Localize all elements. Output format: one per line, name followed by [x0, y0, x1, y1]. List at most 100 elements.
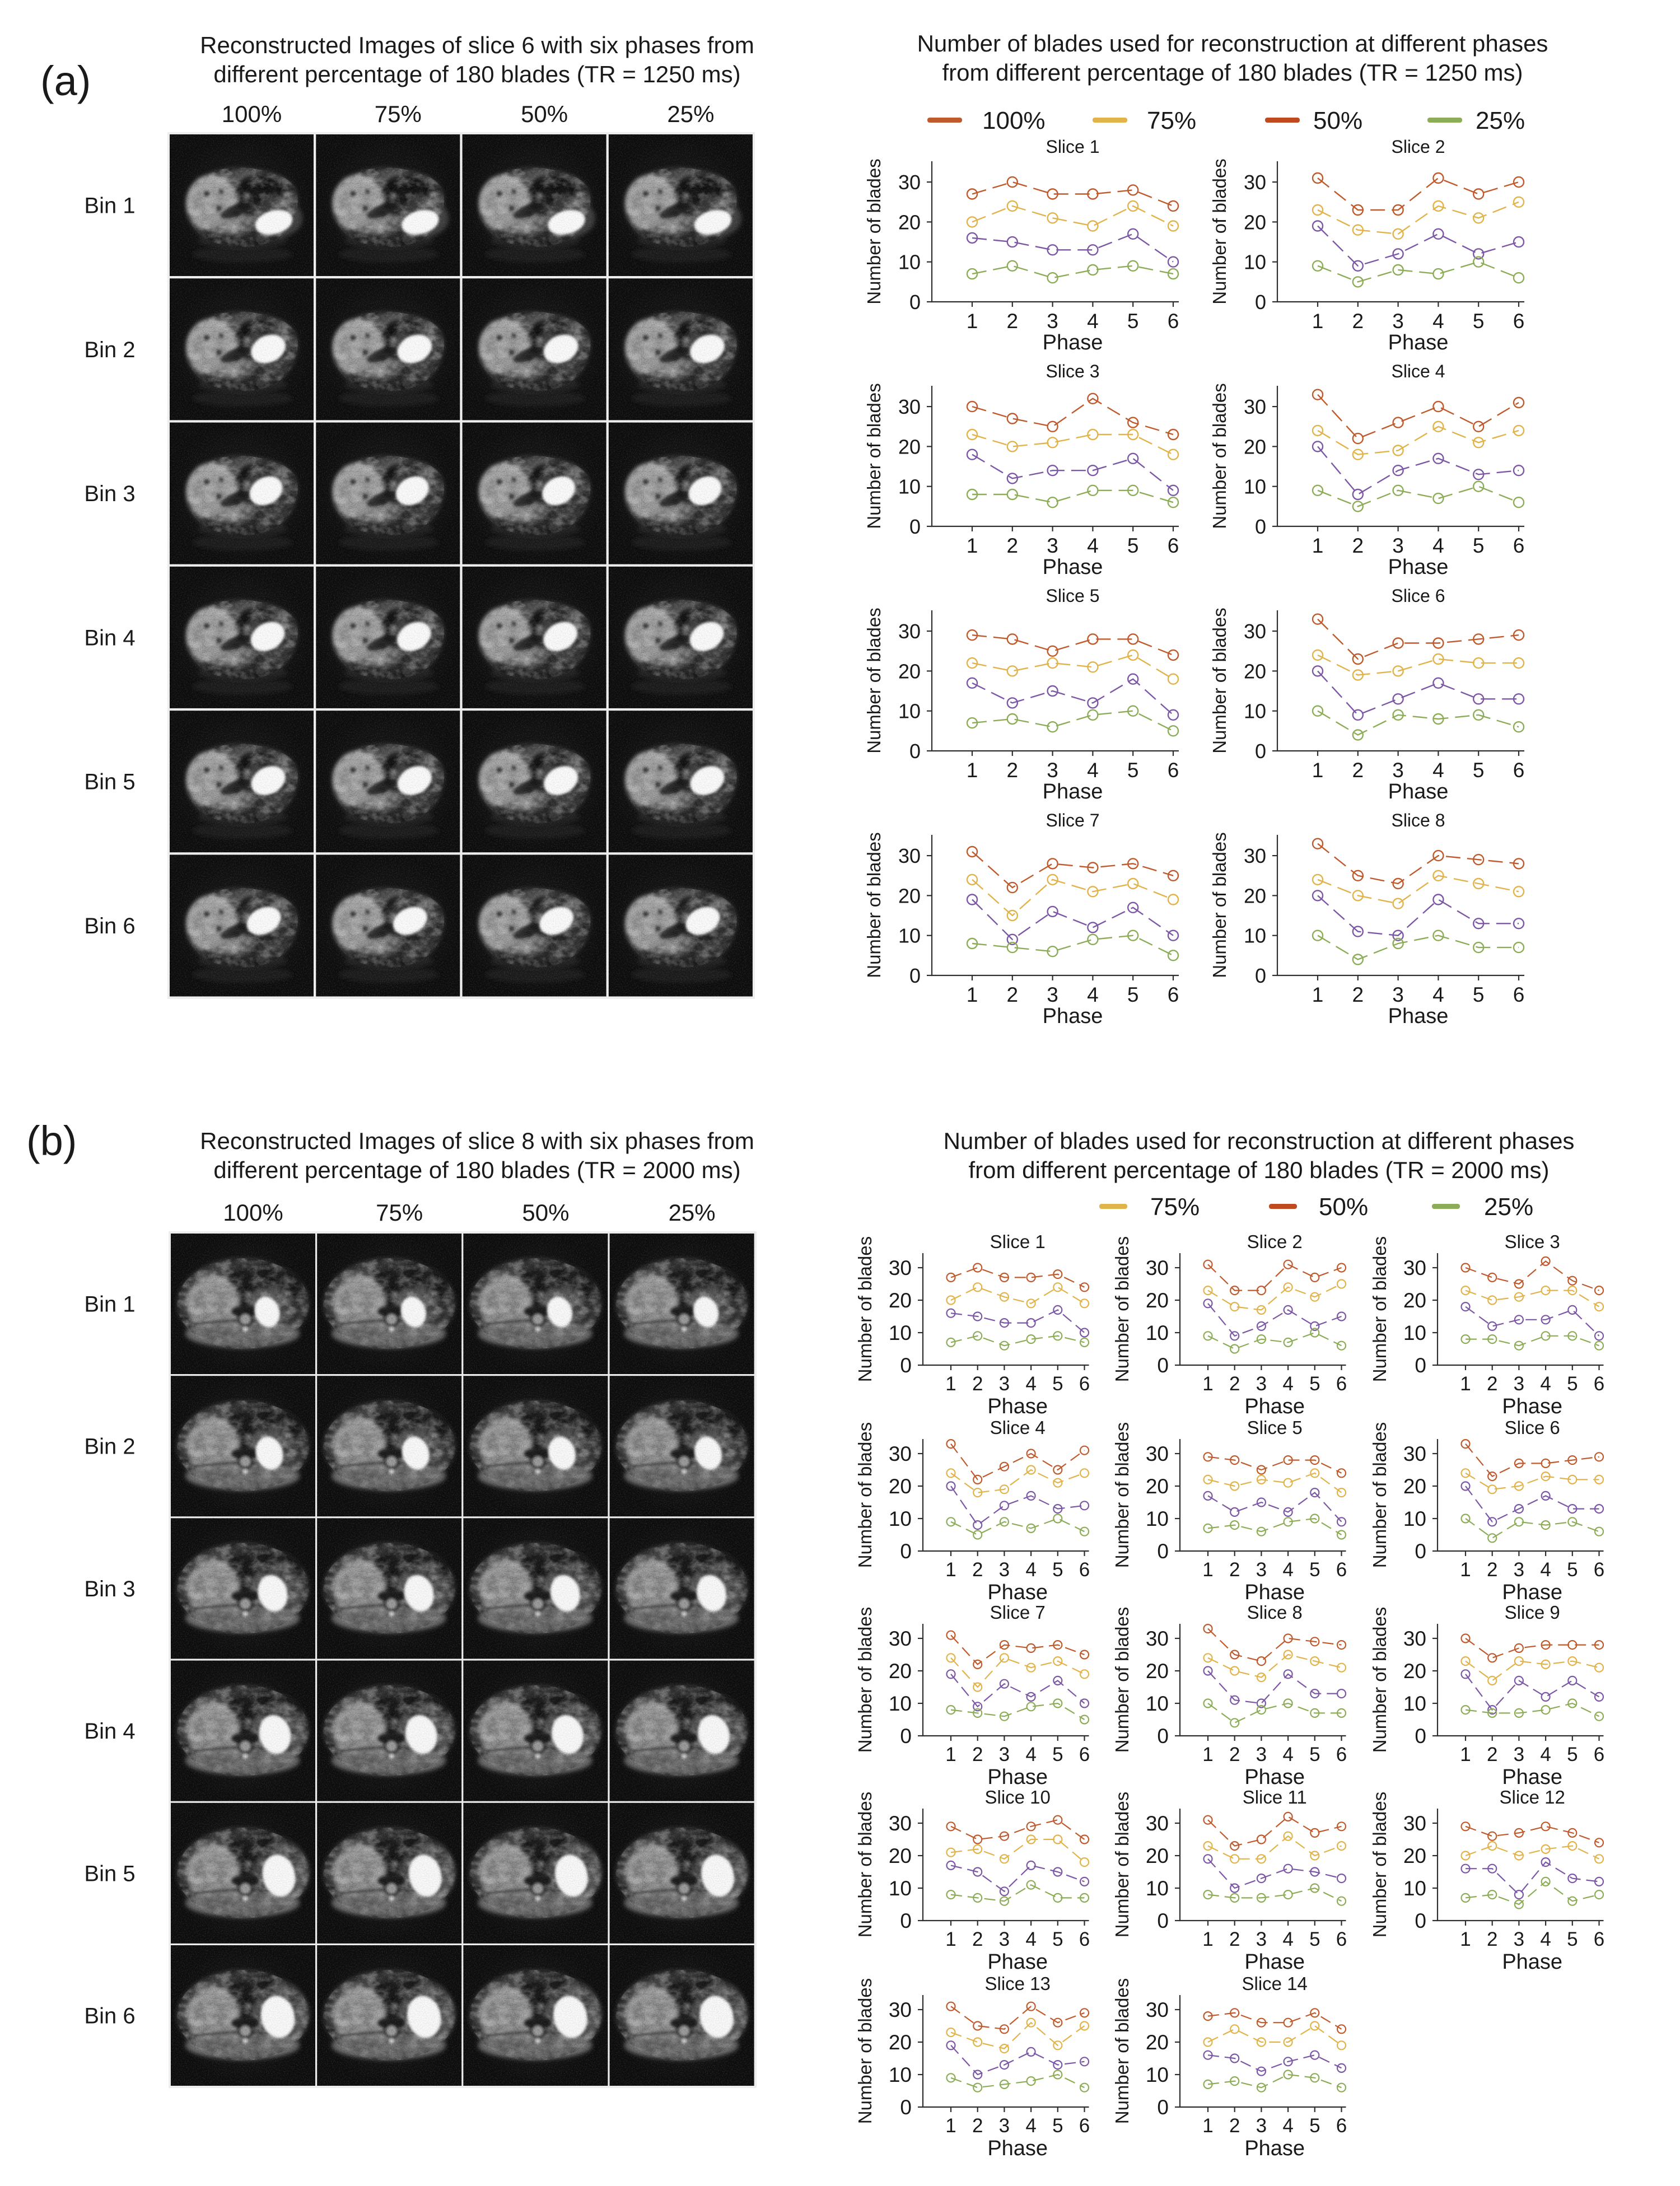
svg-text:6: 6	[1336, 1744, 1347, 1765]
svg-text:4: 4	[1282, 1744, 1293, 1765]
svg-text:1: 1	[1460, 1559, 1471, 1581]
svg-text:6: 6	[1079, 1559, 1090, 1581]
svg-text:10: 10	[898, 475, 921, 498]
svg-text:Phase: Phase	[987, 1765, 1048, 1789]
svg-text:2: 2	[1007, 310, 1019, 333]
svg-text:5: 5	[1567, 1928, 1578, 1950]
svg-text:from different percentage of 1: from different percentage of 180 blades …	[969, 1157, 1550, 1183]
svg-text:Slice 5: Slice 5	[1247, 1417, 1303, 1438]
svg-text:3: 3	[1256, 1744, 1267, 1765]
svg-text:Bin 2: Bin 2	[84, 338, 135, 362]
svg-text:2: 2	[972, 1744, 983, 1765]
svg-text:30: 30	[1146, 1627, 1169, 1650]
svg-text:5: 5	[1473, 983, 1485, 1006]
svg-text:(a): (a)	[40, 58, 91, 104]
svg-text:Reconstructed Images of slice: Reconstructed Images of slice 6 with six…	[200, 32, 754, 58]
svg-text:30: 30	[898, 171, 921, 194]
svg-text:6: 6	[1168, 983, 1179, 1006]
svg-text:20: 20	[1244, 435, 1266, 458]
svg-text:3: 3	[1047, 534, 1058, 557]
svg-text:Phase: Phase	[987, 1950, 1048, 1974]
svg-text:Number of blades: Number of blades	[1112, 1792, 1132, 1937]
svg-text:30: 30	[889, 1442, 912, 1465]
svg-text:50%: 50%	[1313, 107, 1362, 134]
svg-text:0: 0	[1157, 1909, 1169, 1932]
svg-text:Number of blades: Number of blades	[864, 158, 884, 304]
svg-text:1: 1	[945, 1928, 956, 1950]
svg-text:30: 30	[1403, 1627, 1426, 1650]
svg-text:75%: 75%	[375, 101, 422, 127]
svg-text:10: 10	[1244, 475, 1266, 498]
svg-text:6: 6	[1594, 1373, 1604, 1395]
svg-text:Slice 12: Slice 12	[1499, 1787, 1565, 1807]
svg-text:Number of blades: Number of blades	[855, 1792, 875, 1937]
svg-text:1: 1	[1202, 2115, 1213, 2137]
svg-text:Phase: Phase	[1388, 331, 1449, 354]
svg-text:2: 2	[1007, 983, 1019, 1006]
svg-text:4: 4	[1025, 1559, 1036, 1581]
svg-text:3: 3	[999, 2115, 1010, 2137]
svg-text:5: 5	[1309, 1373, 1320, 1395]
svg-text:4: 4	[1540, 1744, 1551, 1765]
svg-text:0: 0	[900, 1354, 912, 1377]
svg-text:Slice 7: Slice 7	[990, 1602, 1046, 1623]
svg-text:1: 1	[1312, 983, 1324, 1006]
svg-text:75%: 75%	[1150, 1193, 1200, 1221]
svg-text:Slice 3: Slice 3	[1046, 361, 1099, 381]
svg-text:30: 30	[889, 1812, 912, 1835]
svg-text:30: 30	[1403, 1442, 1426, 1465]
svg-text:25%: 25%	[669, 1199, 716, 1226]
svg-text:10: 10	[1146, 1321, 1169, 1344]
svg-text:30: 30	[1146, 1998, 1169, 2021]
svg-text:6: 6	[1079, 1744, 1090, 1765]
svg-text:2: 2	[1007, 759, 1019, 782]
svg-text:6: 6	[1079, 2115, 1090, 2137]
svg-text:2: 2	[972, 1559, 983, 1581]
svg-text:3: 3	[1256, 1559, 1267, 1581]
svg-text:6: 6	[1594, 1744, 1604, 1765]
svg-text:Slice 3: Slice 3	[1505, 1231, 1560, 1252]
svg-text:Slice 1: Slice 1	[1046, 137, 1099, 157]
svg-text:1: 1	[1312, 759, 1324, 782]
svg-text:Number of blades: Number of blades	[855, 1978, 875, 2124]
svg-text:0: 0	[1255, 515, 1266, 538]
svg-text:4: 4	[1025, 1373, 1036, 1395]
svg-text:6: 6	[1168, 534, 1179, 557]
svg-text:0: 0	[1255, 291, 1266, 314]
svg-text:Number of blades: Number of blades	[1112, 1236, 1132, 1382]
svg-text:50%: 50%	[521, 101, 568, 127]
svg-text:1: 1	[1312, 534, 1324, 557]
svg-text:Bin 3: Bin 3	[84, 482, 135, 506]
svg-text:0: 0	[909, 515, 921, 538]
svg-text:Phase: Phase	[1388, 555, 1449, 579]
svg-text:10: 10	[1146, 1877, 1169, 1900]
svg-text:0: 0	[1255, 740, 1266, 763]
svg-text:0: 0	[1415, 1909, 1426, 1932]
svg-text:1: 1	[1460, 1373, 1471, 1395]
svg-text:75%: 75%	[376, 1199, 423, 1226]
svg-text:Phase: Phase	[1502, 1765, 1562, 1789]
svg-text:4: 4	[1432, 759, 1444, 782]
svg-text:30: 30	[1403, 1812, 1426, 1835]
svg-text:30: 30	[898, 395, 921, 418]
svg-text:5: 5	[1127, 983, 1139, 1006]
svg-text:4: 4	[1025, 2115, 1036, 2137]
svg-text:4: 4	[1087, 759, 1099, 782]
svg-text:Number of blades: Number of blades	[855, 1607, 875, 1753]
svg-text:Number of blades: Number of blades	[1209, 608, 1230, 753]
svg-text:6: 6	[1513, 759, 1525, 782]
svg-text:Bin 4: Bin 4	[84, 625, 135, 650]
svg-text:5: 5	[1309, 1744, 1320, 1765]
svg-text:2: 2	[972, 1373, 983, 1395]
svg-text:4: 4	[1282, 1559, 1293, 1581]
svg-text:5: 5	[1052, 1373, 1063, 1395]
svg-text:Number of blades used for reco: Number of blades used for reconstruction…	[944, 1128, 1575, 1154]
svg-text:3: 3	[999, 1928, 1010, 1950]
svg-text:5: 5	[1052, 1928, 1063, 1950]
svg-text:10: 10	[1403, 1321, 1426, 1344]
svg-text:1: 1	[945, 1373, 956, 1395]
svg-text:Number of blades: Number of blades	[1209, 158, 1230, 304]
svg-text:2: 2	[1352, 310, 1364, 333]
svg-text:5: 5	[1309, 1559, 1320, 1581]
svg-text:Slice 4: Slice 4	[1391, 361, 1445, 381]
